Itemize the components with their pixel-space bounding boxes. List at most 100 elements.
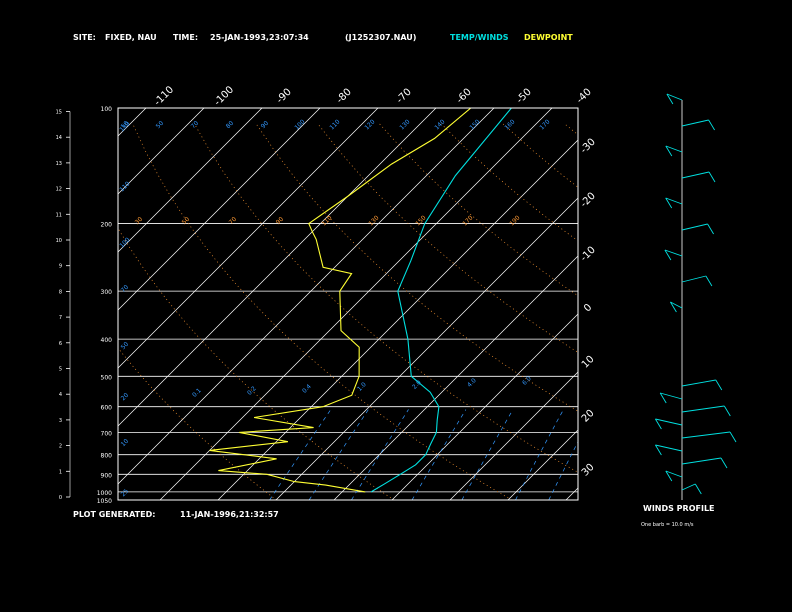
height-tick-15: 15	[56, 110, 62, 116]
adiabat-top-label-11: 160	[503, 118, 516, 131]
winds-profile-title: WINDS PROFILE	[643, 504, 715, 513]
mixing-label-0: 0.1	[191, 387, 203, 399]
adiabat-top-label-1: 50	[155, 120, 165, 130]
plot-area: 1002003004005006007008009001000105001234…	[0, 84, 792, 505]
height-tick-7: 7	[59, 315, 62, 321]
wind-barb-flag-9	[670, 301, 677, 313]
dry-adiabat-330	[317, 123, 578, 353]
temp-right-tick-4: 10	[580, 354, 597, 371]
isotherm-20	[624, 108, 792, 500]
isotherm--90	[118, 108, 379, 369]
mixing-label-4: 2.0	[411, 379, 423, 391]
wind-barb-3	[655, 444, 683, 452]
mixing-line-4	[461, 409, 514, 500]
dry-adiabat-470	[750, 124, 792, 500]
temperature-line	[370, 108, 512, 493]
isotherm--140	[0, 108, 88, 500]
temp-top-tick-3: -80	[335, 87, 354, 106]
adiabat-left-label-6: 10	[120, 438, 130, 448]
height-tick-3: 3	[59, 418, 62, 424]
wind-barb-13	[665, 197, 683, 205]
adiabat-200-label-5: 130	[367, 214, 380, 227]
wind-barb-5	[655, 418, 683, 426]
wind-barb-12	[681, 223, 708, 231]
winds-profile	[655, 93, 737, 500]
height-tick-1: 1	[59, 469, 62, 475]
wind-barb-flag-2	[720, 457, 728, 469]
dry-adiabat-310	[255, 123, 578, 412]
legend-dewpoint: DEWPOINT	[524, 33, 573, 42]
dry-adiabat-370	[441, 123, 578, 242]
temp-top-tick-0: -110	[152, 84, 176, 108]
adiabat-200-label-1: 50	[181, 216, 191, 226]
adiabat-top-label-10: 150	[468, 118, 481, 131]
dry-adiabat-250	[118, 227, 395, 500]
adiabat-200-label-4: 110	[320, 214, 333, 227]
wind-barb-4	[681, 431, 731, 439]
adiabat-top-label-2: 70	[190, 120, 200, 130]
temp-top-tick-1: -100	[212, 84, 236, 108]
temp-top-tick-4: -70	[395, 87, 414, 106]
pressure-tick-800: 800	[101, 453, 113, 460]
adiabat-left-label-0: 150	[118, 120, 131, 133]
isotherm--10	[449, 371, 578, 500]
adiabat-left-label-7: 25	[120, 488, 130, 498]
isotherm-10	[565, 487, 578, 500]
height-tick-0: 0	[59, 495, 62, 501]
temp-right-tick-3: 0	[582, 302, 594, 314]
temp-right-tick-0: -30	[579, 137, 598, 156]
wind-barb-17	[666, 93, 683, 101]
site-value: FIXED, NAU	[105, 33, 157, 42]
isotherm--20	[391, 313, 578, 500]
mixing-line-7	[593, 410, 636, 501]
adiabat-top-label-8: 130	[398, 118, 411, 131]
wind-barb-1	[665, 470, 683, 478]
temp-right-tick-2: -10	[579, 245, 598, 264]
legend-temp: TEMP/WINDS	[450, 33, 509, 42]
wind-barb-flag-0	[694, 483, 702, 495]
wind-barb-0	[681, 483, 696, 491]
isotherm-40	[740, 108, 792, 500]
site-label: SITE:	[73, 33, 96, 42]
wind-barb-11	[664, 249, 683, 257]
isotherm--50	[217, 139, 578, 500]
wind-barb-flag-11	[664, 249, 672, 261]
wind-barb-2	[681, 457, 722, 465]
adiabat-left-label-3: 70	[120, 284, 130, 294]
wind-barb-flag-10	[705, 275, 713, 287]
dry-adiabat-350	[379, 123, 578, 297]
temp-top-tick-2: -90	[275, 87, 294, 106]
height-tick-12: 12	[56, 187, 62, 193]
wind-barb-flag-4	[729, 431, 737, 443]
dry-adiabat-450	[688, 124, 792, 500]
dry-adiabat-430	[626, 124, 792, 500]
time-label: TIME:	[173, 33, 198, 42]
height-tick-2: 2	[59, 444, 62, 450]
adiabat-200-label-3: 90	[275, 216, 285, 226]
mixing-label-1: 0.2	[246, 385, 258, 397]
dry-adiabat-230	[118, 347, 277, 500]
pressure-tick-400: 400	[101, 337, 113, 344]
adiabat-top-label-5: 100	[293, 118, 306, 131]
height-tick-11: 11	[56, 212, 62, 218]
adiabat-200-label-8: 190	[508, 214, 521, 227]
pressure-tick-600: 600	[101, 405, 113, 412]
mixing-label-3: 1.0	[356, 381, 368, 393]
wind-barb-flag-13	[665, 197, 673, 209]
mixing-label-5: 4.0	[466, 377, 478, 389]
plot-frame	[117, 107, 579, 501]
height-tick-8: 8	[59, 289, 62, 295]
winds-scale-note: One barb = 10.0 m/s	[641, 522, 694, 528]
dewpoint-line	[209, 108, 472, 493]
wind-barb-7	[660, 392, 683, 400]
height-tick-13: 13	[56, 161, 62, 167]
pressure-tick-900: 900	[101, 472, 113, 479]
adiabat-200-label-2: 70	[228, 216, 238, 226]
temp-right-tick-1: -20	[579, 191, 598, 210]
mixing-line-6	[548, 440, 578, 500]
dry-adiabat-410	[564, 123, 578, 136]
adiabat-200-label-0: 30	[134, 216, 144, 226]
isotherm-0	[507, 429, 578, 500]
wind-barb-8	[681, 379, 716, 387]
